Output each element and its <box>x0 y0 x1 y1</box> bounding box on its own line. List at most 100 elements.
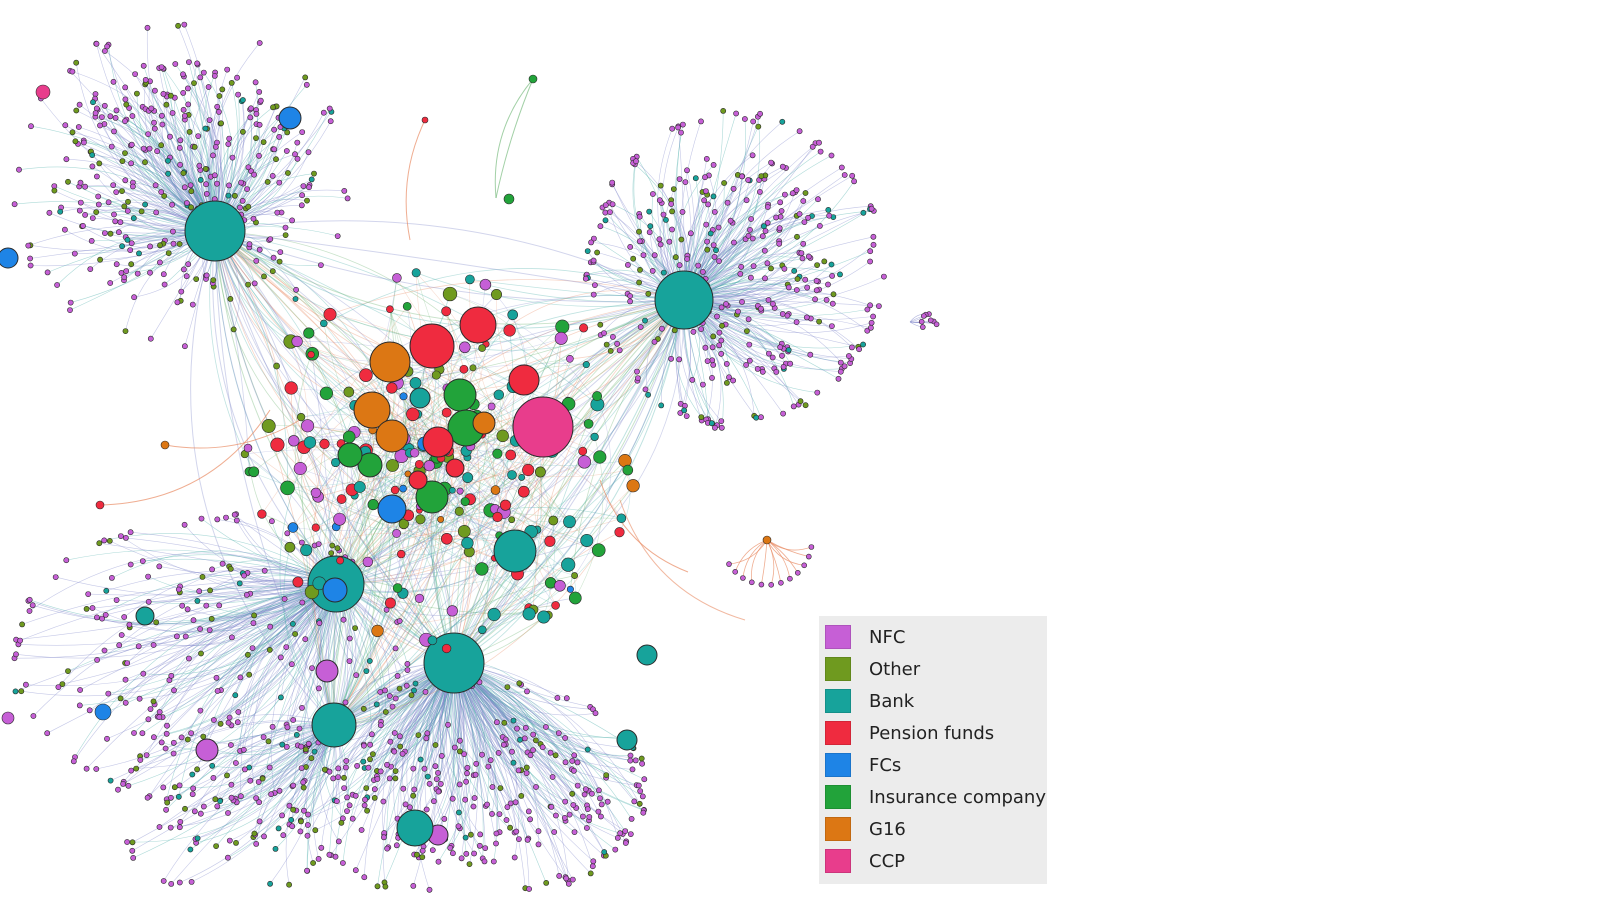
node-nfc <box>523 770 530 776</box>
node-nfc <box>473 760 480 767</box>
network-edge <box>104 583 337 714</box>
node-nfc <box>76 207 83 214</box>
node-nfc <box>219 560 226 567</box>
node-nfc <box>25 242 32 249</box>
node-nfc <box>54 282 60 288</box>
network-edge <box>173 583 337 754</box>
node-other <box>93 209 100 215</box>
node-nfc <box>62 122 69 129</box>
node-nfc <box>256 121 263 128</box>
node-nfc <box>156 824 163 830</box>
node-other <box>363 785 370 791</box>
node-nfc <box>383 606 390 613</box>
node-nfc <box>562 759 569 766</box>
network-edge <box>73 583 337 762</box>
network-edge <box>191 724 335 883</box>
network-edge <box>163 724 335 882</box>
node-nfc <box>513 828 520 835</box>
node-nfc <box>805 214 811 221</box>
node-nfc <box>479 751 485 758</box>
node-nfc <box>745 177 751 183</box>
node-other <box>794 233 800 240</box>
node-nfc <box>300 779 307 786</box>
node-nfc <box>778 579 784 586</box>
node-nfc <box>424 730 431 737</box>
node-other <box>720 108 727 114</box>
node-insurance <box>367 499 379 511</box>
node-bank <box>785 347 792 353</box>
node-nfc <box>167 133 173 140</box>
node-nfc <box>500 741 507 748</box>
node-nfc <box>702 344 709 351</box>
legend-label-other: Other <box>869 658 921 680</box>
node-nfc <box>123 268 130 274</box>
node-nfc <box>602 209 609 216</box>
node-nfc <box>637 788 644 794</box>
node-other <box>830 291 837 298</box>
network-edge <box>117 720 335 790</box>
node-nfc <box>284 724 291 731</box>
network-edge <box>308 332 506 506</box>
node-nfc <box>809 143 816 150</box>
node-other <box>710 333 717 340</box>
node-nfc <box>178 288 185 295</box>
network-edge <box>329 279 685 315</box>
network-edge <box>279 468 335 726</box>
node-nfc <box>144 794 151 801</box>
node-nfc <box>80 222 86 229</box>
network-edge <box>335 582 551 616</box>
network-edge <box>164 419 301 449</box>
node-nfc <box>527 752 534 759</box>
network-edge <box>333 501 466 726</box>
node-nfc <box>181 521 188 528</box>
node-bank <box>239 97 246 103</box>
node-nfc <box>344 794 350 801</box>
node-nfc <box>223 514 229 521</box>
node-nfc <box>128 141 135 148</box>
node-other <box>637 266 643 273</box>
node-nfc <box>77 179 84 186</box>
node-other <box>261 419 276 433</box>
node-nfc <box>256 799 262 806</box>
node-nfc <box>632 757 639 764</box>
node-nfc <box>276 179 283 186</box>
node-nfc <box>485 763 492 770</box>
node-nfc <box>298 202 305 209</box>
network-edge <box>214 220 685 301</box>
node-pension <box>505 449 517 461</box>
network-edge <box>140 724 335 761</box>
network-edge <box>333 358 426 726</box>
node-nfc <box>303 81 310 88</box>
node-nfc <box>677 410 684 416</box>
node-nfc <box>814 389 821 396</box>
node-nfc <box>456 781 463 788</box>
node-other <box>107 230 114 237</box>
node-bank <box>353 481 366 493</box>
network-edge <box>14 583 337 659</box>
node-nfc <box>563 695 570 702</box>
node-nfc <box>326 105 333 112</box>
node-insurance <box>392 583 403 593</box>
node-nfc <box>423 806 430 813</box>
network-edge <box>150 583 337 710</box>
legend-item-bank: Bank <box>825 686 914 716</box>
node-pension <box>270 437 285 452</box>
node-nfc <box>414 593 425 603</box>
node-other <box>670 186 677 192</box>
node-nfc <box>628 816 635 822</box>
node-nfc <box>687 230 694 237</box>
node-bank <box>707 230 714 237</box>
node-nfc <box>635 375 641 381</box>
node-nfc <box>169 228 176 235</box>
network-edge <box>214 230 685 301</box>
node-nfc <box>304 832 311 839</box>
node-bank <box>681 407 688 414</box>
node-nfc <box>650 191 656 197</box>
node-nfc <box>126 621 133 628</box>
node-nfc <box>776 240 783 247</box>
node-nfc <box>768 581 775 588</box>
node-nfc <box>553 812 559 819</box>
node-other <box>122 328 129 334</box>
node-nfc <box>203 190 210 197</box>
network-edge <box>333 406 492 726</box>
